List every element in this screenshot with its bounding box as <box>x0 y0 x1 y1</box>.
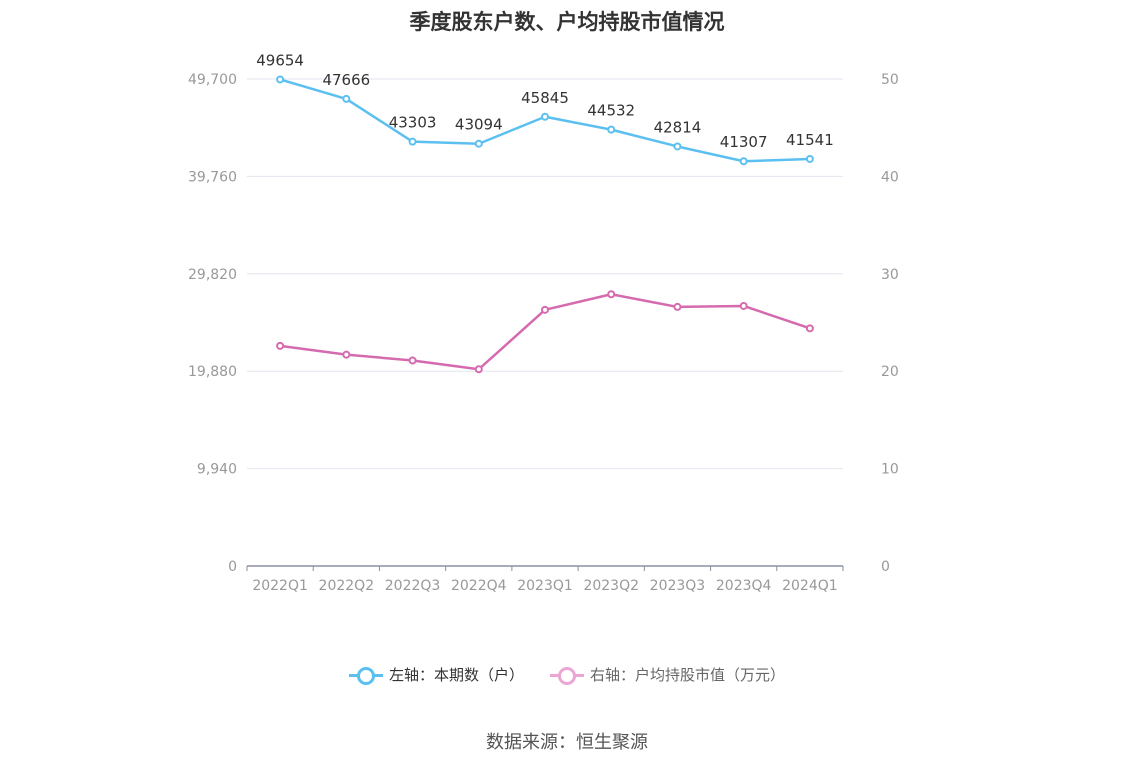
data-point-right <box>276 341 285 350</box>
data-point-left <box>805 154 814 163</box>
right-axis-tick-label: 40 <box>881 169 899 185</box>
chart-legend: 左轴：本期数（户） 右轴：户均持股市值（万元） <box>0 664 1134 685</box>
data-point-left <box>342 94 351 103</box>
data-point-left <box>673 142 682 151</box>
chart-title: 季度股东户数、户均持股市值情况 <box>409 10 725 34</box>
data-point-left <box>474 139 483 148</box>
left-axis-tick-label: 39,760 <box>188 169 237 185</box>
x-axis-tick-label: 2022Q1 <box>252 578 308 594</box>
data-label: 42814 <box>654 118 702 136</box>
data-source-note: 数据来源：恒生聚源 <box>486 732 648 753</box>
x-axis-tick-label: 2022Q3 <box>385 578 441 594</box>
legend-label-left: 左轴：本期数（户） <box>388 666 524 684</box>
data-label: 43094 <box>455 116 503 134</box>
data-label: 45845 <box>521 89 569 107</box>
x-axis-tick-label: 2023Q1 <box>517 578 573 594</box>
legend-label-right: 右轴：户均持股市值（万元） <box>590 666 786 684</box>
data-point-right <box>541 305 549 314</box>
data-point-left <box>408 137 417 146</box>
data-point-right <box>673 302 682 311</box>
x-axis-tick-label: 2023Q3 <box>650 578 706 594</box>
data-point-left <box>739 157 748 166</box>
data-point-right <box>607 290 616 299</box>
series-line-right <box>279 293 811 371</box>
left-axis-tick-label: 0 <box>228 559 237 575</box>
data-label: 43303 <box>389 114 437 132</box>
data-point-left <box>541 112 549 121</box>
x-axis-tick-label: 2023Q4 <box>716 578 772 594</box>
legend-swatch-right-icon <box>550 666 584 685</box>
right-axis-tick-label: 50 <box>881 72 899 88</box>
x-axis-tick-label: 2024Q1 <box>782 578 838 594</box>
data-point-right <box>739 301 748 310</box>
data-point-left <box>607 125 616 134</box>
legend-item-left-series[interactable]: 左轴：本期数（户） <box>348 664 524 685</box>
x-axis-tick-label: 2022Q4 <box>451 578 507 594</box>
data-label: 41541 <box>786 131 834 149</box>
data-point-right <box>805 324 814 333</box>
left-axis-tick-label: 49,700 <box>188 72 237 88</box>
data-point-right <box>474 365 483 374</box>
right-axis-tick-label: 10 <box>881 462 899 478</box>
data-label: 41307 <box>720 133 768 151</box>
x-axis-tick-label: 2023Q2 <box>583 578 639 594</box>
data-point-right <box>342 350 351 359</box>
legend-item-right-series[interactable]: 右轴：户均持股市值（万元） <box>550 664 785 685</box>
data-point-left <box>276 75 285 84</box>
data-label: 47666 <box>322 71 370 89</box>
right-axis-tick-label: 0 <box>881 559 890 575</box>
legend-swatch-left-icon <box>348 666 383 685</box>
x-axis-tick-label: 2022Q2 <box>319 578 375 594</box>
left-axis-tick-label: 9,940 <box>197 462 237 478</box>
data-label: 44532 <box>587 102 635 120</box>
right-axis-tick-label: 20 <box>881 364 899 380</box>
right-axis-tick-label: 30 <box>881 267 899 283</box>
left-axis-tick-label: 19,880 <box>188 364 237 380</box>
data-label: 49654 <box>256 51 304 69</box>
left-axis-tick-label: 29,820 <box>188 267 237 283</box>
data-point-right <box>408 356 417 365</box>
